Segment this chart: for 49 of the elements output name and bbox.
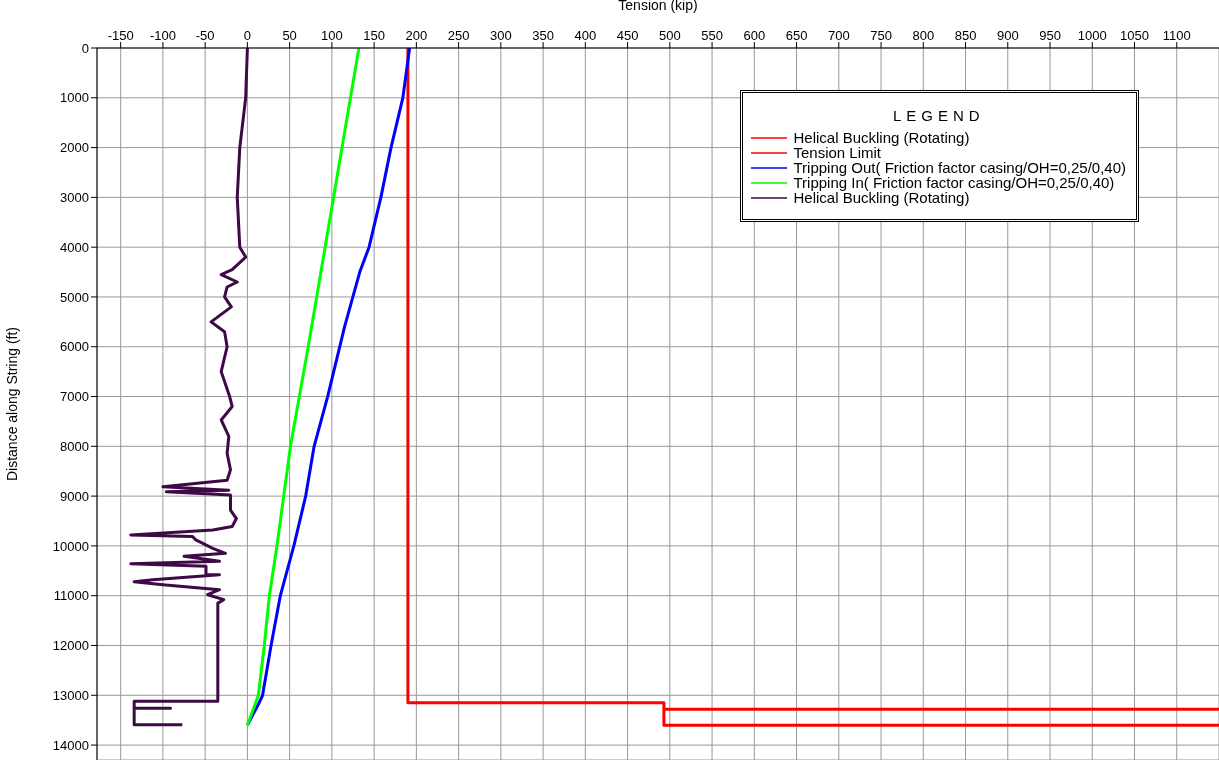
y-tick-label: 1000 bbox=[60, 90, 89, 106]
x-tick-label: 600 bbox=[743, 28, 766, 43]
x-tick-label: 1050 bbox=[1120, 28, 1149, 43]
x-tick-label: 850 bbox=[954, 28, 977, 43]
x-tick-label: 750 bbox=[870, 28, 892, 43]
y-tick-label: 7000 bbox=[60, 389, 89, 405]
line-series bbox=[129, 48, 249, 727]
x-tick-label: 450 bbox=[616, 28, 639, 43]
legend-title: LEGEND bbox=[891, 107, 986, 124]
x-tick-label: 50 bbox=[282, 28, 297, 43]
x-tick-label: 700 bbox=[827, 28, 850, 43]
y-tick-label: 14000 bbox=[52, 737, 89, 753]
x-tick-label: 100 bbox=[321, 28, 343, 43]
legend-label: Tension Limit bbox=[793, 144, 882, 161]
legend-label: Tripping Out( Friction factor casing/OH=0,25/0,40) bbox=[793, 159, 1126, 176]
x-tick-label: 1000 bbox=[1077, 28, 1107, 43]
y-tick-label: 13000 bbox=[52, 687, 89, 703]
y-tick-label: 6000 bbox=[60, 339, 89, 355]
y-tick-label: 0 bbox=[81, 40, 89, 56]
x-tick-label: 800 bbox=[912, 28, 935, 43]
x-axis-title: Tension (kip) bbox=[618, 0, 698, 13]
x-tick-label: 0 bbox=[243, 28, 252, 43]
x-tick-label: 250 bbox=[447, 28, 470, 43]
x-tick-label: -50 bbox=[195, 28, 215, 43]
y-tick-label: 12000 bbox=[52, 638, 89, 654]
y-tick-label: 9000 bbox=[60, 488, 89, 504]
y-tick-label: 10000 bbox=[52, 538, 89, 554]
x-tick-label: 150 bbox=[363, 28, 385, 43]
x-tick-label: 650 bbox=[785, 28, 808, 43]
x-tick-label: -100 bbox=[149, 28, 176, 43]
y-tick-label: 4000 bbox=[60, 239, 89, 255]
y-tick-label: 2000 bbox=[60, 140, 89, 156]
y-axis-title: Distance along String (ft) bbox=[3, 326, 20, 482]
legend-label: Helical Buckling (Rotating) bbox=[793, 129, 970, 146]
x-tick-label: 1100 bbox=[1162, 28, 1191, 43]
x-tick-label: 900 bbox=[996, 28, 1019, 43]
line-series bbox=[245, 48, 361, 727]
x-tick-label: 300 bbox=[490, 28, 512, 43]
x-tick-label: -150 bbox=[107, 28, 134, 43]
x-tick-label: 200 bbox=[405, 28, 428, 43]
x-tick-label: 350 bbox=[532, 28, 554, 43]
x-tick-label: 550 bbox=[701, 28, 723, 43]
y-tick-label: 3000 bbox=[60, 189, 89, 205]
y-tick-label: 8000 bbox=[60, 438, 89, 454]
y-tick-label: 5000 bbox=[60, 289, 89, 305]
x-tick-label: 500 bbox=[658, 28, 681, 43]
x-tick-label: 400 bbox=[574, 28, 597, 43]
x-tick-label: 950 bbox=[1039, 28, 1061, 43]
y-tick-label: 11000 bbox=[53, 588, 89, 604]
